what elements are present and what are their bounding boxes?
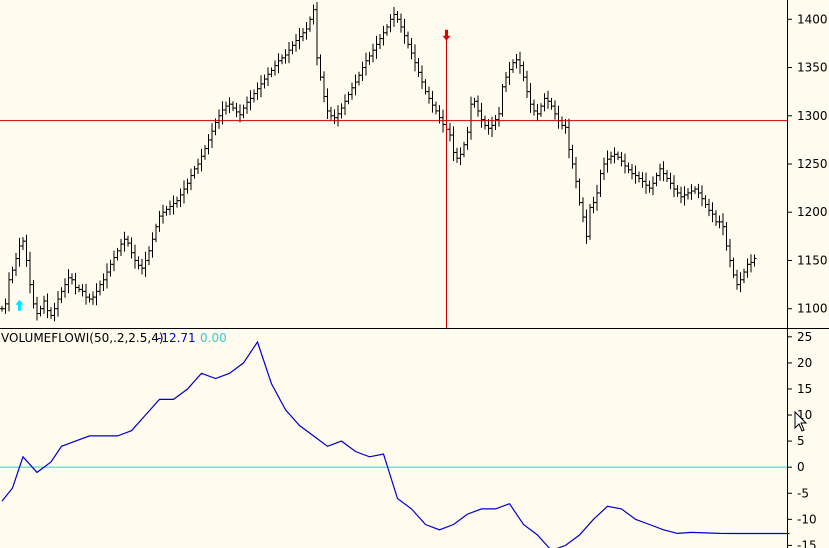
indicator-tick-label: -10 [797,512,817,526]
price-tick-label: 1250 [797,157,828,171]
price-tick-label: 1300 [797,109,828,123]
indicator-tick-label: 25 [797,330,812,344]
sell-arrow-icon [442,29,451,41]
price-tick-label: 1150 [797,253,828,267]
indicator-tick-label: 0 [797,460,805,474]
cursor-arrow-icon [794,410,808,432]
price-pane: 1100 1150 1200 1250 1300 1350 1400 [0,2,828,328]
indicator-legend: VOLUMEFLOWI(50,.2,2.5,4) -12.71 0.00 [1,331,227,345]
indicator-tick-label: -15 [797,538,817,548]
indicator-tick-label: 15 [797,382,812,396]
indicator-tick-label: 20 [797,356,812,370]
volume-flow-line [1,340,790,548]
ohlc-bar [752,254,757,267]
price-tick-label: 1400 [797,12,828,26]
indicator-tick-label: 5 [797,434,805,448]
price-tick-label: 1200 [797,205,828,219]
buy-arrow-icon [15,299,24,311]
price-tick-label: 1100 [797,302,828,316]
price-tick-label: 1350 [797,61,828,75]
indicator-signal-value: 0.00 [200,331,227,345]
indicator-name: VOLUMEFLOWI(50,.2,2.5,4) [1,331,164,345]
indicator-value: -12.71 [157,331,196,345]
indicator-tick-label: -5 [797,486,809,500]
mouse-cursor [794,410,808,432]
